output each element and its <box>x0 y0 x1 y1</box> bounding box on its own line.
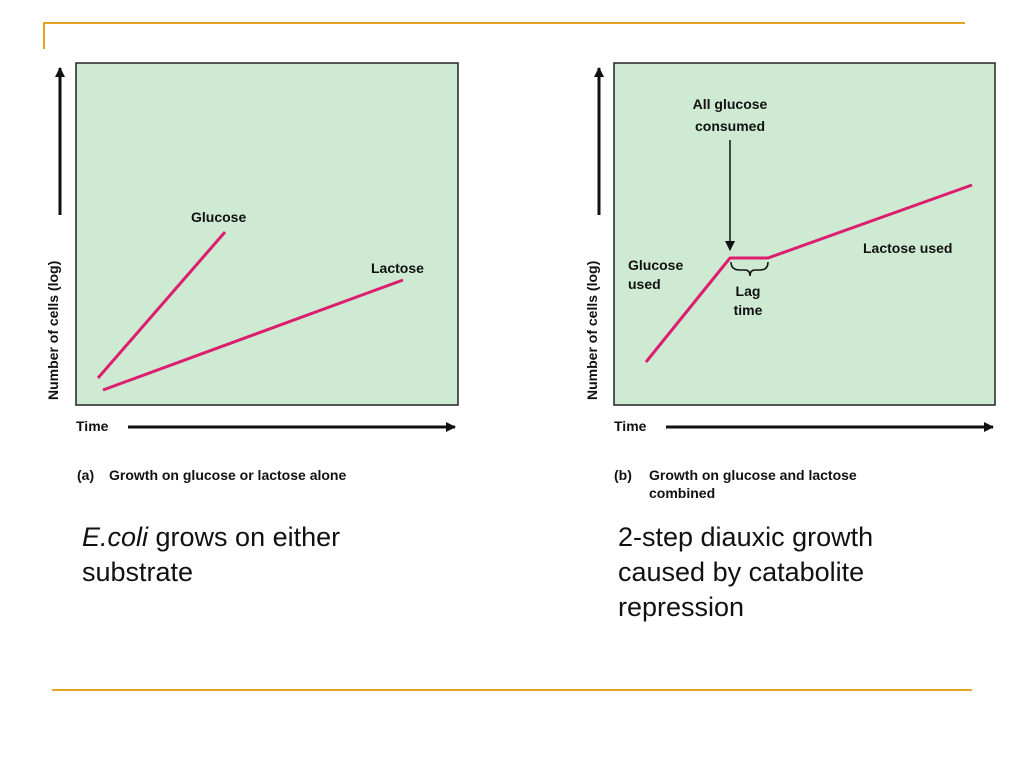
panel-b-caption-line2: combined <box>649 485 715 501</box>
bottom-accent-rule <box>52 689 972 691</box>
top-accent-rule <box>43 22 965 24</box>
right-explanation: 2-step diauxic growth caused by cataboli… <box>618 522 874 622</box>
panel-b-lactose-used-label: Lactose used <box>863 240 952 256</box>
panel-b-lag-line1: Lag <box>736 283 761 299</box>
panel-b-growth-curve <box>644 183 973 363</box>
panel-b-caption-tag: (b) <box>614 467 632 483</box>
panel-b-plot-area <box>613 62 996 406</box>
top-accent-tick <box>43 22 45 49</box>
panel-b-annotation-line1: All glucose <box>693 96 768 112</box>
panel-b-lag-brace <box>730 261 769 277</box>
panel-b-lag-line2: time <box>734 302 763 318</box>
panel-b-glucose-used-line2: used <box>628 276 661 292</box>
panel-a: Number of cells (log) Time Glucose Lacto… <box>45 62 459 483</box>
panel-a-y-axis-label: Number of cells (log) <box>45 261 61 400</box>
panel-b-annotation-line2: consumed <box>695 118 765 134</box>
panel-b-x-axis-label: Time <box>614 418 647 434</box>
panel-a-glucose-label: Glucose <box>191 209 246 225</box>
panel-a-caption-tag: (a) <box>77 467 94 483</box>
panel-b-y-axis-label: Number of cells (log) <box>584 261 600 400</box>
panel-a-lactose-label: Lactose <box>371 260 424 276</box>
organism-name: E.coli <box>82 522 149 552</box>
panel-a-glucose-curve <box>96 231 227 379</box>
panel-a-x-axis-label: Time <box>76 418 109 434</box>
left-explanation-text: grows on either substrate <box>82 522 341 587</box>
left-explanation: E.coli grows on either substrate <box>82 520 422 590</box>
panel-a-caption: Growth on glucose or lactose alone <box>109 467 346 483</box>
panel-b-caption-line1: Growth on glucose and lactose <box>649 467 857 483</box>
panel-b-glucose-used-line1: Glucose <box>628 257 683 273</box>
panel-a-plot-area <box>75 62 459 406</box>
panel-a-lactose-curve <box>102 278 404 392</box>
panel-b: Number of cells (log) Time All glucose c… <box>584 62 996 501</box>
